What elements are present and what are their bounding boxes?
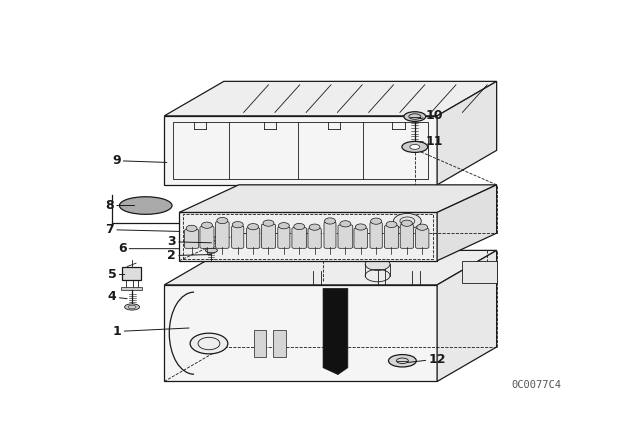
Bar: [273, 330, 286, 358]
Ellipse shape: [386, 221, 397, 228]
FancyBboxPatch shape: [232, 226, 244, 248]
Bar: [462, 261, 497, 283]
Ellipse shape: [190, 333, 228, 354]
Polygon shape: [323, 289, 348, 375]
FancyBboxPatch shape: [216, 222, 229, 248]
Text: 10: 10: [420, 109, 444, 122]
Ellipse shape: [278, 223, 289, 229]
Ellipse shape: [205, 237, 218, 241]
Polygon shape: [179, 212, 437, 261]
Bar: [173, 122, 428, 179]
Text: 9: 9: [112, 154, 167, 167]
FancyBboxPatch shape: [324, 222, 336, 248]
Ellipse shape: [402, 142, 428, 152]
Ellipse shape: [263, 220, 274, 226]
Polygon shape: [437, 82, 497, 185]
Polygon shape: [164, 82, 497, 116]
Text: 3: 3: [168, 235, 211, 248]
Bar: [121, 287, 142, 290]
Text: 12: 12: [408, 353, 446, 366]
Text: 7: 7: [106, 223, 179, 236]
FancyBboxPatch shape: [184, 229, 198, 248]
Ellipse shape: [388, 354, 416, 367]
Ellipse shape: [186, 225, 197, 232]
Polygon shape: [164, 116, 437, 185]
Text: 11: 11: [420, 135, 444, 148]
Ellipse shape: [355, 224, 366, 230]
Polygon shape: [164, 250, 497, 285]
Polygon shape: [437, 250, 497, 382]
Ellipse shape: [248, 224, 259, 230]
FancyBboxPatch shape: [261, 224, 276, 248]
FancyBboxPatch shape: [354, 228, 367, 248]
FancyBboxPatch shape: [120, 197, 172, 214]
FancyBboxPatch shape: [308, 228, 321, 248]
Text: 6: 6: [118, 242, 179, 255]
Text: 4: 4: [108, 290, 127, 303]
Text: 2: 2: [168, 249, 211, 262]
Ellipse shape: [217, 217, 228, 224]
FancyBboxPatch shape: [200, 226, 214, 248]
Ellipse shape: [365, 258, 390, 271]
FancyBboxPatch shape: [338, 225, 353, 248]
Ellipse shape: [410, 145, 420, 149]
Polygon shape: [179, 185, 497, 212]
Ellipse shape: [340, 221, 351, 227]
Text: 1: 1: [113, 325, 189, 338]
Bar: [183, 214, 433, 259]
Ellipse shape: [404, 112, 426, 121]
FancyBboxPatch shape: [246, 228, 260, 248]
FancyBboxPatch shape: [415, 228, 429, 248]
Ellipse shape: [394, 214, 421, 228]
Ellipse shape: [401, 220, 412, 226]
Ellipse shape: [324, 218, 335, 224]
Ellipse shape: [125, 304, 140, 310]
Bar: [253, 330, 266, 358]
FancyBboxPatch shape: [370, 222, 382, 248]
Text: 5: 5: [108, 268, 125, 281]
Ellipse shape: [294, 224, 305, 230]
Ellipse shape: [205, 248, 218, 253]
Text: 0C0077C4: 0C0077C4: [511, 380, 561, 390]
FancyBboxPatch shape: [400, 224, 413, 248]
Ellipse shape: [232, 222, 243, 228]
Ellipse shape: [309, 224, 320, 230]
Polygon shape: [164, 285, 437, 382]
Text: 8: 8: [106, 199, 134, 212]
Ellipse shape: [202, 222, 212, 228]
FancyBboxPatch shape: [292, 228, 307, 248]
FancyBboxPatch shape: [385, 225, 399, 248]
Bar: [122, 267, 141, 280]
Polygon shape: [437, 185, 497, 261]
Ellipse shape: [371, 218, 381, 224]
FancyBboxPatch shape: [278, 227, 290, 248]
Ellipse shape: [417, 224, 428, 230]
